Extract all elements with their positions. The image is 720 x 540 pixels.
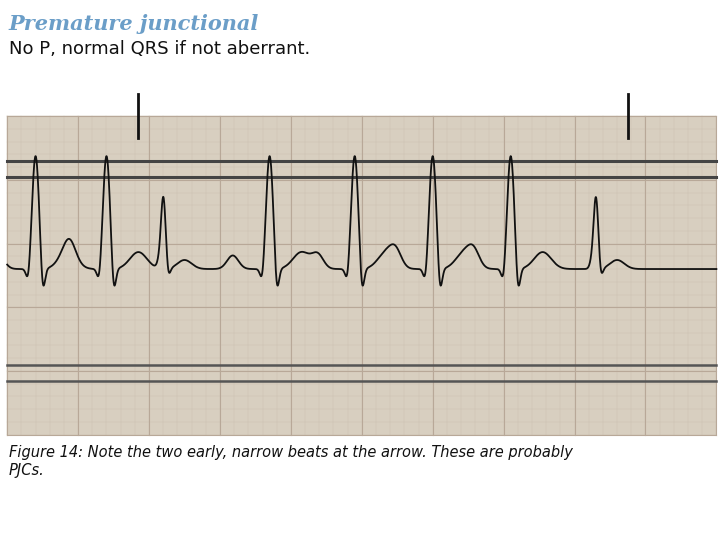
Bar xyxy=(7,116,716,435)
Text: No P, normal QRS if not aberrant.: No P, normal QRS if not aberrant. xyxy=(9,40,310,58)
Text: Premature junctional: Premature junctional xyxy=(9,14,259,33)
Text: Figure 14: Note the two early, narrow beats at the arrow. These are probably
PJC: Figure 14: Note the two early, narrow be… xyxy=(9,446,572,478)
